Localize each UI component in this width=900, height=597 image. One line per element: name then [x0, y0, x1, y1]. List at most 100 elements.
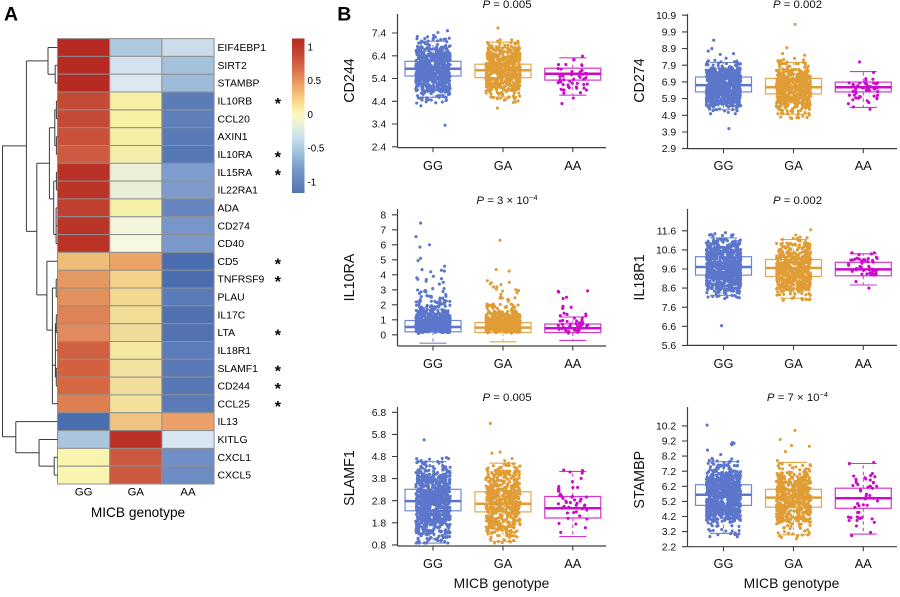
svg-text:GA: GA [494, 556, 513, 571]
svg-text:5: 5 [380, 255, 386, 266]
svg-text:GG: GG [423, 556, 443, 571]
svg-text:6.2: 6.2 [662, 482, 677, 493]
svg-text:9.9: 9.9 [662, 28, 677, 39]
svg-text:AA: AA [564, 556, 582, 571]
svg-text:10.2: 10.2 [656, 422, 676, 433]
svg-text:6.8: 6.8 [372, 408, 387, 419]
svg-text:IL18R1: IL18R1 [632, 254, 648, 300]
svg-text:AA: AA [855, 158, 873, 173]
svg-text:GG: GG [75, 487, 93, 499]
svg-text:8.6: 8.6 [662, 284, 677, 295]
svg-text:2: 2 [380, 300, 386, 311]
svg-text:7: 7 [380, 225, 386, 236]
svg-text:1.8: 1.8 [372, 518, 387, 529]
svg-text:2.9: 2.9 [662, 144, 677, 155]
svg-text:7.9: 7.9 [662, 61, 677, 72]
svg-text:3.4: 3.4 [372, 120, 387, 131]
svg-text:AA: AA [180, 487, 196, 499]
svg-text:IL17C: IL17C [218, 310, 246, 321]
svg-text:PLAU: PLAU [218, 293, 245, 304]
svg-text:*: * [275, 363, 282, 380]
svg-text:6.4: 6.4 [372, 51, 387, 62]
svg-text:P = 0.005: P = 0.005 [482, 0, 531, 11]
svg-text:CD244: CD244 [342, 58, 358, 103]
svg-text:KITLG: KITLG [218, 435, 248, 446]
svg-text:7.2: 7.2 [662, 467, 677, 478]
svg-text:SIRT2: SIRT2 [218, 61, 247, 72]
svg-text:STAMBP: STAMBP [218, 79, 260, 90]
svg-text:3.8: 3.8 [372, 474, 387, 485]
svg-text:0: 0 [308, 110, 314, 121]
svg-text:GG: GG [423, 356, 443, 371]
svg-text:IL10RB: IL10RB [218, 97, 253, 108]
svg-text:GG: GG [714, 356, 734, 371]
svg-text:5.9: 5.9 [662, 94, 677, 105]
svg-text:2.8: 2.8 [372, 496, 387, 507]
svg-text:AXIN1: AXIN1 [218, 132, 248, 143]
svg-text:*: * [275, 256, 282, 273]
svg-text:GA: GA [494, 158, 513, 173]
svg-text:0.8: 0.8 [372, 541, 387, 552]
svg-text:LTA: LTA [218, 328, 236, 339]
svg-text:CCL20: CCL20 [218, 114, 251, 125]
svg-text:CXCL5: CXCL5 [218, 471, 252, 482]
svg-text:IL10RA: IL10RA [218, 150, 253, 161]
svg-text:*: * [275, 274, 282, 291]
svg-text:GA: GA [784, 356, 803, 371]
svg-text:GG: GG [714, 158, 734, 173]
svg-text:GG: GG [423, 158, 443, 173]
svg-text:7.4: 7.4 [372, 29, 387, 40]
svg-text:4.4: 4.4 [372, 97, 387, 108]
svg-text:8: 8 [380, 210, 386, 221]
svg-text:2.2: 2.2 [662, 542, 677, 553]
svg-text:MICB genotype: MICB genotype [454, 575, 550, 591]
svg-text:1: 1 [308, 42, 313, 53]
svg-text:5.6: 5.6 [662, 341, 677, 352]
svg-text:AA: AA [564, 356, 582, 371]
svg-text:CXCL1: CXCL1 [218, 453, 252, 464]
svg-text:6.9: 6.9 [662, 78, 677, 89]
svg-text:IL18R1: IL18R1 [218, 346, 252, 357]
svg-text:CD274: CD274 [218, 221, 251, 232]
svg-text:ADA: ADA [218, 204, 239, 215]
svg-text:MICB genotype: MICB genotype [91, 505, 185, 520]
svg-text:CCL25: CCL25 [218, 399, 251, 410]
svg-text:CD5: CD5 [218, 257, 239, 268]
svg-text:STAMBP: STAMBP [632, 451, 648, 509]
svg-text:0.5: 0.5 [308, 76, 322, 87]
svg-text:*: * [275, 399, 282, 416]
svg-text:*: * [275, 167, 282, 184]
svg-text:-0.5: -0.5 [308, 144, 325, 155]
svg-text:GA: GA [784, 556, 803, 571]
svg-text:1: 1 [380, 315, 386, 326]
svg-text:IL15RA: IL15RA [218, 168, 253, 179]
svg-text:AA: AA [564, 158, 582, 173]
svg-text:5.2: 5.2 [662, 497, 677, 508]
svg-text:10.9: 10.9 [656, 11, 676, 22]
svg-text:CD40: CD40 [218, 239, 245, 250]
svg-text:3: 3 [380, 285, 386, 296]
svg-text:8.2: 8.2 [662, 452, 677, 463]
svg-text:0: 0 [380, 330, 386, 341]
svg-text:IL13: IL13 [218, 417, 238, 428]
svg-text:2.4: 2.4 [372, 142, 387, 153]
svg-text:TNFRSF9: TNFRSF9 [218, 275, 265, 286]
svg-text:*: * [275, 96, 282, 113]
svg-text:*: * [275, 150, 282, 167]
svg-text:7.6: 7.6 [662, 303, 677, 314]
svg-text:4.2: 4.2 [662, 512, 677, 523]
svg-text:6: 6 [380, 240, 386, 251]
svg-text:B: B [337, 4, 351, 26]
svg-text:9.2: 9.2 [662, 437, 677, 448]
svg-text:GA: GA [784, 158, 803, 173]
svg-text:P = 3 × 10−4: P = 3 × 10−4 [476, 193, 537, 207]
svg-text:*: * [275, 328, 282, 345]
svg-text:CD274: CD274 [632, 58, 648, 103]
svg-text:4.8: 4.8 [372, 452, 387, 463]
svg-text:6.6: 6.6 [662, 322, 677, 333]
svg-text:GG: GG [714, 556, 734, 571]
svg-text:4.9: 4.9 [662, 111, 677, 122]
svg-text:MICB genotype: MICB genotype [744, 575, 840, 591]
svg-text:8.9: 8.9 [662, 44, 677, 55]
svg-text:EIF4EBP1: EIF4EBP1 [218, 43, 267, 54]
